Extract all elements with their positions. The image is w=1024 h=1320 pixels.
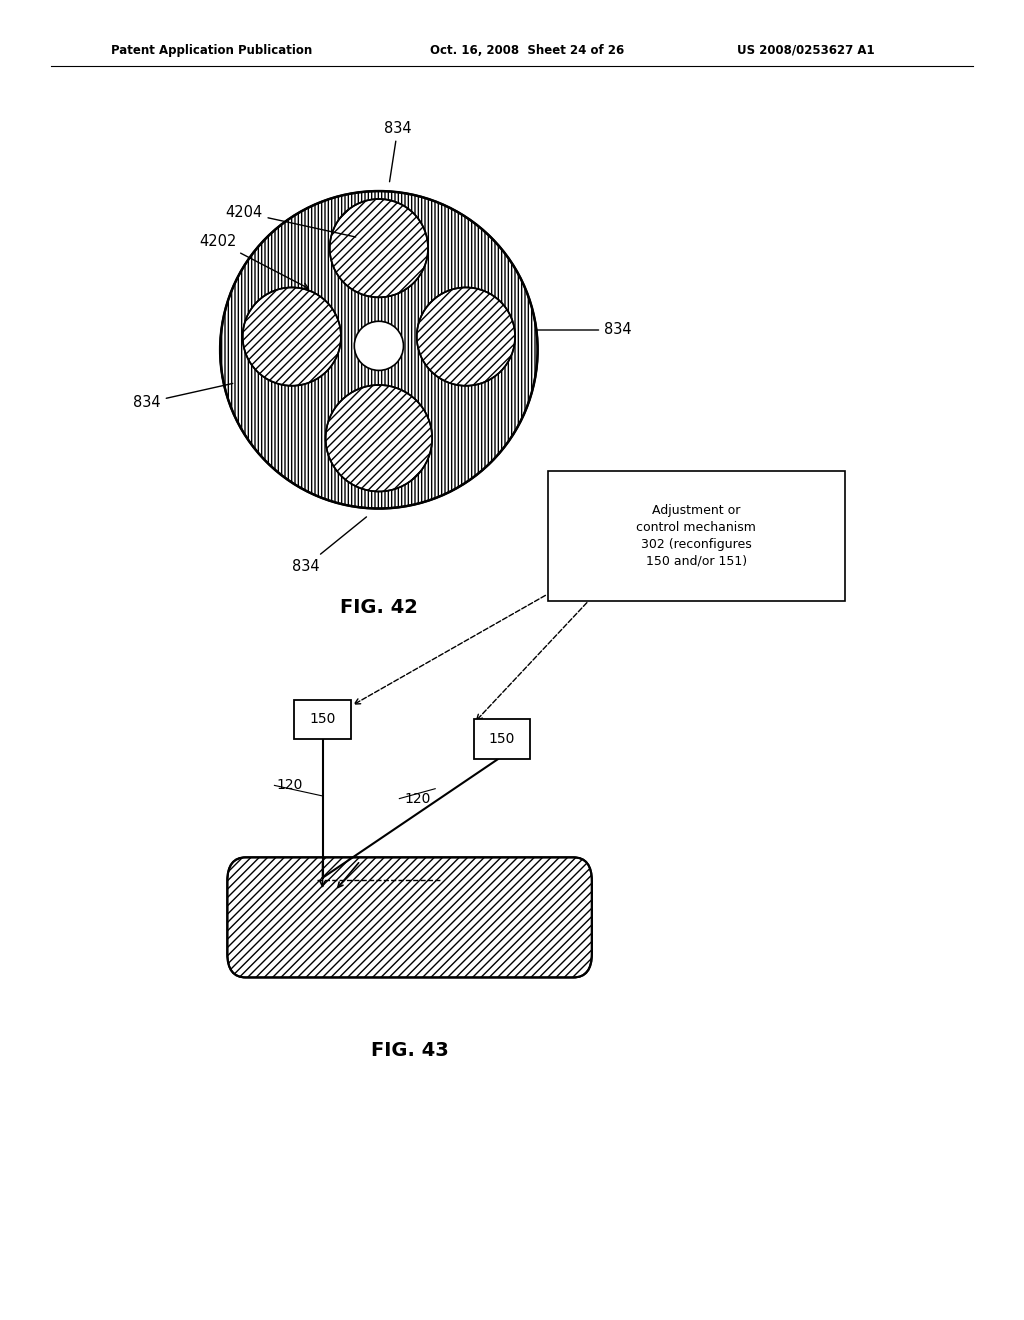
FancyBboxPatch shape [227,858,592,977]
Ellipse shape [326,385,432,491]
Bar [295,700,350,739]
Ellipse shape [354,321,403,371]
Text: 150: 150 [309,713,336,726]
Ellipse shape [243,288,341,385]
Text: 4204: 4204 [225,205,355,238]
Text: 834: 834 [133,383,232,411]
Text: US 2008/0253627 A1: US 2008/0253627 A1 [737,44,874,57]
Ellipse shape [417,288,515,385]
Ellipse shape [220,191,538,508]
Bar [473,719,530,759]
Ellipse shape [330,199,428,297]
Text: 150: 150 [488,733,515,746]
Text: Patent Application Publication: Patent Application Publication [111,44,312,57]
Text: FIG. 42: FIG. 42 [340,598,418,616]
Text: 834: 834 [384,120,412,182]
Text: Adjustment or
control mechanism
302 (reconfigures
150 and/or 151): Adjustment or control mechanism 302 (rec… [636,504,757,568]
Text: 834: 834 [536,322,632,338]
Bar [548,471,845,601]
Text: 120: 120 [276,779,303,792]
Text: 120: 120 [404,792,431,805]
Text: FIG. 43: FIG. 43 [371,1040,449,1060]
Text: 834: 834 [292,517,367,574]
Text: 4202: 4202 [200,234,308,288]
Text: Oct. 16, 2008  Sheet 24 of 26: Oct. 16, 2008 Sheet 24 of 26 [430,44,625,57]
